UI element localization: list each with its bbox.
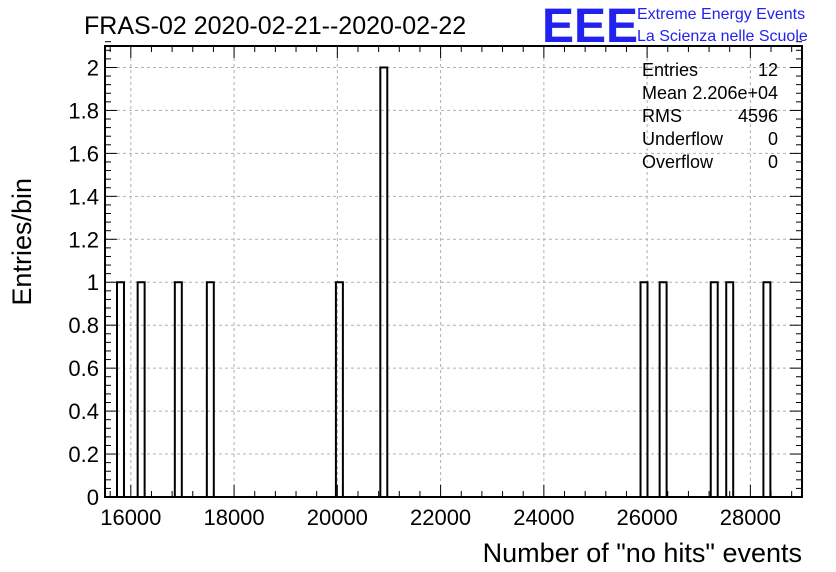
x-tick-label: 20000 [307, 505, 368, 530]
y-tick-label: 1.4 [68, 184, 99, 209]
histogram-bar [658, 281, 668, 498]
y-tick-label: 0.4 [68, 399, 99, 424]
y-tick-label: 1.2 [68, 227, 99, 252]
stats-label: RMS [642, 106, 682, 126]
stats-value: 0 [768, 129, 778, 149]
grid-lines [105, 46, 802, 497]
x-tick-label: 18000 [203, 505, 264, 530]
y-tick-labels: 0 0.2 0.4 0.6 0.8 1 1.2 1.4 1.6 1.8 2 [68, 55, 99, 510]
stats-label: Overflow [642, 152, 714, 172]
logo-line-1: Extreme Energy Events [637, 6, 805, 23]
x-axis-label: Number of "no hits" events [483, 538, 802, 568]
histogram-bar [762, 281, 772, 498]
y-tick-label: 2 [87, 55, 99, 80]
stats-label: Underflow [642, 129, 724, 149]
histogram-bar [709, 281, 719, 498]
stats-label: Mean [642, 83, 687, 103]
plot-frame [104, 45, 803, 498]
logo-line-2: La Scienza nelle Scuole [637, 28, 808, 45]
histogram-bar [639, 281, 649, 498]
y-tick-label: 0.2 [68, 442, 99, 467]
y-tick-label: 0 [87, 485, 99, 510]
chart-title: FRAS-02 2020-02-21--2020-02-22 [84, 12, 466, 40]
x-tick-label: 16000 [100, 505, 161, 530]
histogram-bar [136, 281, 146, 498]
eee-logo: EEE Extreme Energy Events La Scienza nel… [542, 0, 808, 53]
y-tick-label: 1.8 [68, 98, 99, 123]
histogram-bar [205, 281, 215, 498]
y-tick-label: 0.6 [68, 356, 99, 381]
x-tick-label: 22000 [410, 505, 471, 530]
y-axis-label: Entries/bin [7, 178, 37, 306]
stats-label: Entries [642, 60, 698, 80]
logo-mark: EEE [542, 0, 638, 53]
stats-value: 0 [768, 152, 778, 172]
stats-box: Entries 12 Mean 2.206e+04 RMS 4596 Underflow 0 O… [642, 60, 778, 172]
stats-value: 12 [758, 60, 778, 80]
y-tick-label: 1 [87, 270, 99, 295]
y-tick-label: 0.8 [68, 313, 99, 338]
x-tick-labels: 16000 18000 20000 22000 24000 26000 28000 [100, 505, 781, 530]
x-tick-label: 24000 [513, 505, 574, 530]
x-tick-label: 26000 [617, 505, 678, 530]
y-tick-label: 1.6 [68, 141, 99, 166]
x-tick-label: 28000 [720, 505, 781, 530]
histogram-bar [173, 281, 183, 498]
histogram-bar [725, 281, 735, 498]
histogram-bar [116, 281, 125, 498]
axis-ticks [105, 41, 802, 498]
stats-value: 2.206e+04 [692, 83, 778, 103]
stats-value: 4596 [738, 106, 778, 126]
